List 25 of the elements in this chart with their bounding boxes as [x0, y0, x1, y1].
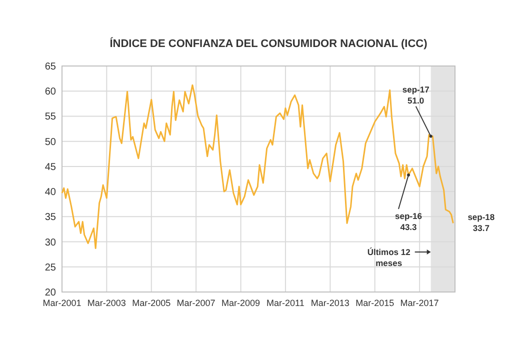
line-series	[61, 84, 454, 250]
x-tick-label: Mar-2009	[222, 298, 260, 308]
y-tick-label: 20	[44, 288, 56, 298]
y-tick-label: 40	[44, 187, 56, 198]
y-tick-label: 35	[44, 212, 56, 224]
y-tick-label: 60	[44, 86, 56, 98]
x-tick-label: Mar-2011	[266, 298, 304, 308]
annotation: sep-17 51.0	[402, 84, 430, 106]
band-label: Últimos 12 meses	[367, 247, 411, 268]
x-tick-label: Mar-2017	[400, 298, 439, 308]
y-tick-label: 45	[44, 162, 56, 173]
x-tick-label: Mar-2013	[310, 298, 350, 308]
y-tick-label: 65	[44, 62, 56, 72]
x-tick-label: Mar-2003	[87, 298, 126, 308]
y-tick-label: 50	[44, 136, 56, 148]
x-tick-label: Mar-2005	[132, 298, 171, 308]
x-tick-label: Mar-2015	[356, 298, 394, 308]
x-tick-label: Mar-2007	[176, 298, 216, 308]
chart-title: ÍNDICE DE CONFIANZA DEL CONSUMIDOR NACIONAL (ICC)	[110, 37, 428, 50]
annotation: sep-18 33.7	[468, 212, 495, 234]
y-tick-label: 30	[44, 237, 56, 248]
y-tick-label: 55	[44, 112, 56, 123]
annotation: sep-16 43.3	[395, 210, 422, 232]
x-tick-label: Mar-2001	[42, 298, 82, 308]
y-tick-label: 25	[44, 262, 56, 274]
